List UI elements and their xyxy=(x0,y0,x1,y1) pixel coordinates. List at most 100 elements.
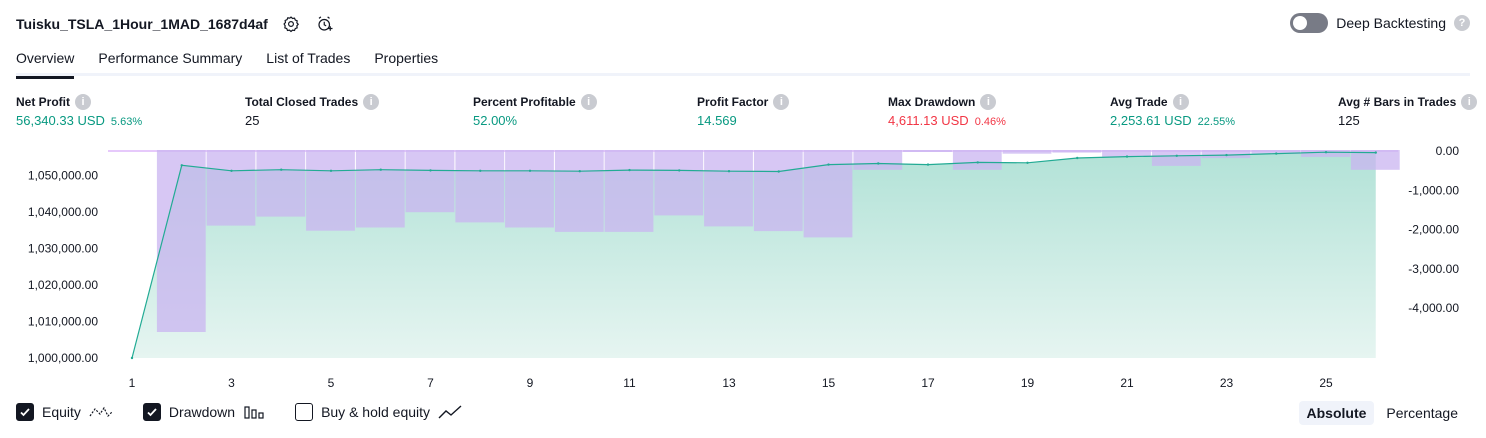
tab-properties[interactable]: Properties xyxy=(374,50,439,66)
buy-hold-checkbox[interactable] xyxy=(295,403,314,421)
metric-percent: 0.46% xyxy=(974,116,1006,128)
equity-point[interactable] xyxy=(1076,156,1079,160)
equity-point[interactable] xyxy=(130,356,134,360)
x-axis-tick: 21 xyxy=(1120,376,1134,390)
equity-point[interactable] xyxy=(1026,161,1029,164)
drawdown-bar[interactable] xyxy=(1102,150,1151,157)
equity-point[interactable] xyxy=(230,169,233,172)
drawdown-bar[interactable] xyxy=(704,150,753,227)
equity-point[interactable] xyxy=(926,163,930,166)
drawdown-bar[interactable] xyxy=(505,150,554,228)
drawdown-checkbox[interactable] xyxy=(142,403,161,421)
left-axis-tick: 1,040,000.00 xyxy=(28,205,98,219)
info-icon[interactable]: i xyxy=(1461,94,1478,110)
metrics-row: Net Profit i 56,340.33 USD 5.63% Total Clo… xyxy=(0,94,1486,134)
equity-point[interactable] xyxy=(379,168,382,171)
info-icon[interactable]: i xyxy=(1172,94,1189,110)
info-icon[interactable]: i xyxy=(580,94,597,110)
equity-point[interactable] xyxy=(976,161,979,164)
drawdown-bar[interactable] xyxy=(753,150,803,232)
equity-point[interactable] xyxy=(727,170,731,173)
metric-label: Max Drawdown xyxy=(888,95,976,109)
equity-point[interactable] xyxy=(1324,151,1328,154)
check-icon xyxy=(147,408,157,417)
equity-point[interactable] xyxy=(528,169,532,172)
legend-drawdown[interactable]: Drawdown xyxy=(142,403,265,421)
drawdown-bar[interactable] xyxy=(604,150,654,232)
metric-label: Avg Trade xyxy=(1110,95,1168,109)
drawdown-bar[interactable] xyxy=(554,150,604,232)
drawdown-bar[interactable] xyxy=(405,150,455,213)
equity-point[interactable] xyxy=(180,164,183,167)
right-axis-tick: 0.00 xyxy=(1436,144,1460,158)
drawdown-bar[interactable] xyxy=(1052,150,1102,153)
drawdown-bar[interactable] xyxy=(952,150,1002,170)
equity-point[interactable] xyxy=(628,168,631,172)
tab-list-of-trades[interactable]: List of Trades xyxy=(266,50,351,66)
right-axis-tick: -3,000.00 xyxy=(1408,262,1459,276)
tab-overview[interactable]: Overview xyxy=(16,44,75,79)
add-alert-button[interactable] xyxy=(314,13,336,35)
drawdown-zero-band xyxy=(108,150,1398,152)
help-icon[interactable]: ? xyxy=(1454,15,1470,31)
drawdown-bar[interactable] xyxy=(1151,150,1201,166)
info-icon[interactable]: i xyxy=(75,94,91,110)
settings-button[interactable] xyxy=(280,13,302,35)
drawdown-bar[interactable] xyxy=(256,150,306,217)
mode-absolute-button[interactable]: Absolute xyxy=(1298,401,1375,425)
drawdown-bar[interactable] xyxy=(455,150,505,223)
equity-point[interactable] xyxy=(429,169,432,172)
drawdown-bar[interactable] xyxy=(853,150,903,170)
legend-equity[interactable]: Equity xyxy=(16,403,113,421)
strategy-header: Tuisku_TSLA_1Hour_1MAD_1687d4af xyxy=(16,12,336,36)
drawdown-bar[interactable] xyxy=(1002,150,1052,154)
legend-buy-hold-equity[interactable]: Buy & hold equity xyxy=(295,403,462,421)
metric-value: 125 xyxy=(1338,113,1360,128)
metric-total-closed-trades: Total Closed Trades i 25 xyxy=(245,94,380,128)
equity-checkbox[interactable] xyxy=(16,403,34,421)
x-axis-tick: 1 xyxy=(129,376,136,390)
equity-point[interactable] xyxy=(1175,154,1178,157)
metric-value: 25 xyxy=(245,113,260,128)
legend-label: Drawdown xyxy=(168,404,236,420)
x-axis-tick: 25 xyxy=(1319,376,1333,390)
drawdown-bar[interactable] xyxy=(903,150,952,152)
drawdown-bar[interactable] xyxy=(206,150,256,226)
drawdown-bar[interactable] xyxy=(1301,150,1350,157)
drawdown-bar[interactable] xyxy=(803,150,853,238)
drawdown-bar[interactable] xyxy=(654,150,704,216)
metric-label: Percent Profitable xyxy=(473,95,576,109)
left-axis-tick: 1,010,000.00 xyxy=(28,315,98,329)
equity-point[interactable] xyxy=(1225,153,1228,157)
equity-point[interactable] xyxy=(1374,151,1377,154)
x-axis-tick: 19 xyxy=(1021,376,1035,390)
left-axis-tick: 1,000,000.00 xyxy=(28,351,98,365)
toggle-knob xyxy=(1293,16,1308,30)
right-axis-tick: -4,000.00 xyxy=(1408,301,1459,315)
equity-point[interactable] xyxy=(1125,155,1129,158)
equity-point[interactable] xyxy=(578,170,581,173)
mode-percentage-button[interactable]: Percentage xyxy=(1386,405,1458,421)
info-icon[interactable]: i xyxy=(980,94,997,110)
equity-point[interactable] xyxy=(777,170,780,173)
info-icon[interactable]: i xyxy=(773,94,790,110)
equity-point[interactable] xyxy=(877,162,880,165)
equity-point[interactable] xyxy=(678,169,681,172)
deep-backtesting-toggle[interactable] xyxy=(1290,13,1329,33)
metric-value: 56,340.33 USD xyxy=(16,113,105,128)
drawdown-bar[interactable] xyxy=(306,150,355,231)
metric-value: 4,611.13 USD xyxy=(888,113,969,128)
equity-point[interactable] xyxy=(1275,152,1278,155)
equity-point[interactable] xyxy=(827,163,830,166)
drawdown-bar[interactable] xyxy=(1350,150,1400,170)
equity-point[interactable] xyxy=(479,169,482,172)
equity-point[interactable] xyxy=(280,168,283,171)
metric-percent: 22.55% xyxy=(1197,116,1235,128)
metric-value: 52.00% xyxy=(473,113,518,128)
drawdown-bar[interactable] xyxy=(156,150,206,332)
drawdown-bar[interactable] xyxy=(1251,150,1301,155)
equity-point[interactable] xyxy=(329,169,333,172)
drawdown-bar[interactable] xyxy=(355,150,405,228)
tab-performance-summary[interactable]: Performance Summary xyxy=(98,50,243,66)
info-icon[interactable]: i xyxy=(363,94,380,110)
